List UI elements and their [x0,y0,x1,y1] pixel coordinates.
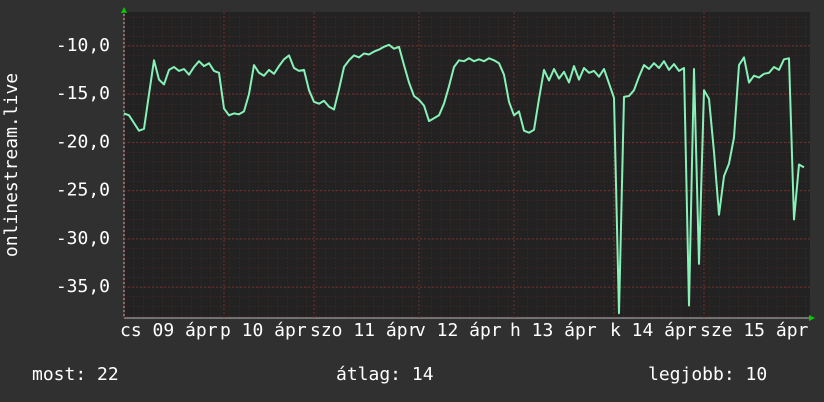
minor-grid [124,12,810,318]
x-tick-label: cs 09 ápr [120,320,218,341]
footer-now: most: 22 [32,364,119,385]
x-tick-label: v 12 ápr [415,320,502,341]
x-tick-label: p 10 ápr [220,320,307,341]
footer-average: átlag: 14 [336,364,434,385]
y-tick-label: -15,0 [56,83,110,104]
x-tick-label: sze 15 ápr [700,320,809,341]
y-tick-label: -20,0 [56,131,110,152]
y-tick-label: -25,0 [56,180,110,201]
y-axis-label: onlinestream.live [1,73,22,257]
axis-arrow [809,315,815,321]
x-tick-label: h 13 ápr [510,320,597,341]
y-tick-label: -35,0 [56,276,110,297]
y-tick-label: -30,0 [56,228,110,249]
axis-arrow [121,7,127,13]
data-line [123,43,805,315]
y-tick-label: -10,0 [56,35,110,56]
x-tick-label: k 14 ápr [610,320,697,341]
footer-best: legjobb: 10 [648,364,767,385]
x-tick-label: szo 11 ápr [310,320,419,341]
